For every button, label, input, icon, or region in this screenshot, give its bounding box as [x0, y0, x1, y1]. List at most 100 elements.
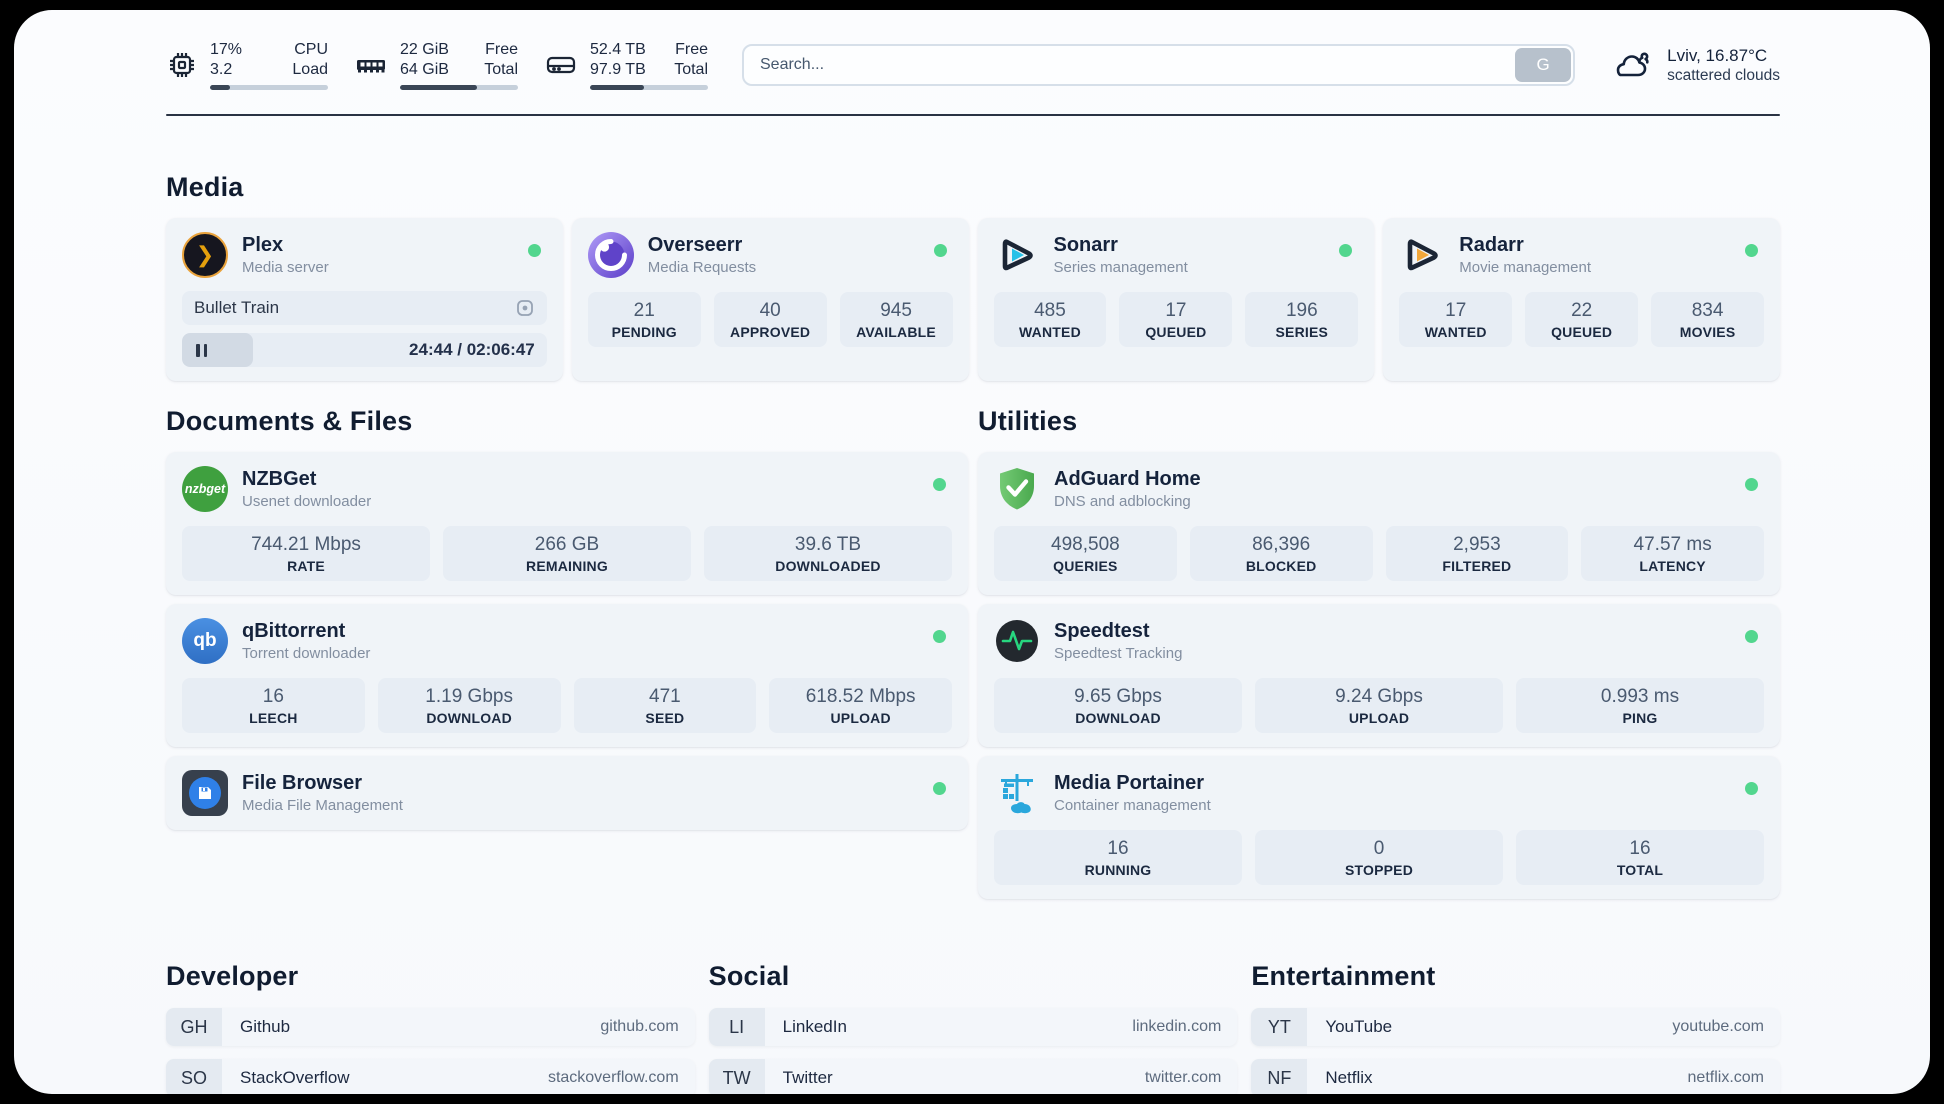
- card-filebrowser[interactable]: File Browser Media File Management: [166, 756, 968, 830]
- search-bar: G: [742, 44, 1576, 86]
- system-stats: 17% CPU 3.2 Load: [166, 40, 708, 90]
- card-portainer[interactable]: Media Portainer Container management 16 R…: [978, 756, 1780, 899]
- bookmark-linkedin[interactable]: LI LinkedIn linkedin.com: [708, 1008, 1238, 1046]
- stat-box: 9.24 Gbps UPLOAD: [1255, 678, 1503, 733]
- filebrowser-icon: [182, 770, 228, 816]
- overseerr-icon: [587, 232, 634, 278]
- stat-box: 21 PENDING: [587, 292, 701, 347]
- card-subtitle: Torrent downloader: [242, 645, 371, 662]
- bookmark-youtube[interactable]: YT YouTube youtube.com: [1251, 1008, 1780, 1046]
- bookmark-abbr: SO: [166, 1059, 222, 1094]
- cpu-stat: 17% CPU 3.2 Load: [166, 40, 328, 90]
- section-title-social: Social: [708, 961, 790, 991]
- stat-box: 16 RUNNING: [994, 830, 1242, 885]
- sonarr-icon: [994, 232, 1040, 278]
- bookmark-twitter[interactable]: TW Twitter twitter.com: [708, 1059, 1238, 1094]
- card-subtitle: DNS and adblocking: [1054, 493, 1191, 510]
- disk-progress-bar: [590, 85, 708, 90]
- disk-icon: [544, 49, 578, 81]
- card-plex[interactable]: ❯ Plex Media server Bullet Train 24:44: [166, 218, 563, 381]
- stat-box: 17 WANTED: [1399, 292, 1513, 347]
- bookmark-domain: stackoverflow.com: [547, 1069, 679, 1086]
- card-subtitle: Movie management: [1459, 259, 1591, 276]
- nzbget-icon: nzbget: [182, 466, 228, 512]
- card-subtitle: Series management: [1053, 259, 1188, 276]
- section-title-entertainment: Entertainment: [1251, 961, 1436, 991]
- card-qbittorrent[interactable]: qb qBittorrent Torrent downloader 16 LEEC…: [166, 604, 968, 747]
- stat-box: 471 SEED: [573, 678, 757, 733]
- bookmark-abbr: TW: [708, 1059, 765, 1094]
- bookmark-abbr: LI: [708, 1008, 765, 1046]
- card-title: File Browser: [242, 772, 363, 794]
- stat-box: 17 QUEUED: [1119, 292, 1233, 347]
- stat-box: 16 LEECH: [182, 678, 365, 733]
- radarr-icon: [1399, 232, 1445, 278]
- bookmark-name: LinkedIn: [782, 1017, 847, 1036]
- section-title-developer: Developer: [166, 961, 299, 991]
- cpu-icon: [166, 49, 198, 81]
- adguard-icon: [994, 466, 1040, 512]
- status-dot: [933, 782, 946, 795]
- memory-stat: 22 GiB Free 64 GiB Total: [354, 40, 518, 90]
- status-dot: [1339, 244, 1353, 257]
- now-playing-row: Bullet Train: [182, 291, 547, 325]
- stat-box: 744.21 Mbps RATE: [182, 526, 430, 581]
- card-title: Sonarr: [1053, 234, 1118, 256]
- portainer-icon: [994, 770, 1040, 816]
- bookmark-name: StackOverflow: [240, 1068, 350, 1087]
- cpu-load: 3.2: [210, 61, 233, 78]
- bookmark-domain: netflix.com: [1687, 1069, 1764, 1086]
- card-subtitle: Container management: [1054, 797, 1211, 814]
- topbar-divider: [166, 114, 1780, 116]
- card-nzbget[interactable]: nzbget NZBGet Usenet downloader 744.21 M…: [166, 452, 968, 595]
- stat-box: 0.993 ms PING: [1516, 678, 1764, 733]
- card-title: Media Portainer: [1054, 772, 1205, 794]
- card-speedtest[interactable]: Speedtest Speedtest Tracking 9.65 Gbps DO…: [978, 604, 1780, 747]
- bookmark-domain: twitter.com: [1144, 1069, 1222, 1086]
- player-progress: [182, 333, 254, 367]
- status-dot: [1745, 630, 1758, 643]
- section-title-documents: Documents & Files: [166, 406, 413, 436]
- bookmark-stackoverflow[interactable]: SO StackOverflow stackoverflow.com: [166, 1059, 695, 1094]
- stat-box: 1.19 Gbps DOWNLOAD: [377, 678, 561, 733]
- card-sonarr[interactable]: Sonarr Series management 485 WANTED 17 QUE…: [977, 218, 1375, 381]
- card-title: Plex: [242, 234, 284, 256]
- media-grid: ❯ Plex Media server Bullet Train 24:44: [166, 218, 1780, 381]
- card-overseerr[interactable]: Overseerr Media Requests 21 PENDING 40 APP…: [571, 218, 969, 381]
- bookmark-name: YouTube: [1325, 1017, 1393, 1036]
- status-dot: [1745, 244, 1758, 257]
- now-playing-title: Bullet Train: [194, 298, 280, 317]
- stat-box: 266 GB REMAINING: [443, 526, 691, 581]
- bookmark-github[interactable]: GH Github github.com: [166, 1008, 695, 1046]
- card-subtitle: Media Requests: [647, 259, 757, 276]
- weather-condition: scattered clouds: [1667, 67, 1780, 84]
- section-title-media: Media: [166, 172, 244, 202]
- plex-icon: ❯: [182, 232, 228, 278]
- card-title: qBittorrent: [242, 620, 346, 642]
- bookmark-domain: youtube.com: [1672, 1018, 1764, 1035]
- card-radarr[interactable]: Radarr Movie management 17 WANTED 22 QUEUE…: [1383, 218, 1780, 381]
- qbittorrent-icon: qb: [182, 618, 228, 664]
- bookmark-domain: linkedin.com: [1132, 1018, 1222, 1035]
- stat-box: 945 AVAILABLE: [839, 292, 953, 347]
- bookmark-netflix[interactable]: NF Netflix netflix.com: [1251, 1059, 1780, 1094]
- disk-stat: 52.4 TB Free 97.9 TB Total: [544, 40, 708, 90]
- memory-progress-bar: [400, 85, 518, 90]
- weather-widget: Lviv, 16.87°C scattered clouds: [1611, 45, 1780, 85]
- search-go-button[interactable]: G: [1515, 48, 1572, 82]
- bookmark-abbr: NF: [1251, 1059, 1308, 1094]
- card-adguard[interactable]: AdGuard Home DNS and adblocking 498,508 Q…: [978, 452, 1780, 595]
- stat-box: 16 TOTAL: [1516, 830, 1764, 885]
- search-input[interactable]: [742, 44, 1576, 86]
- stat-box: 498,508 QUERIES: [994, 526, 1177, 581]
- card-title: NZBGet: [242, 468, 317, 490]
- card-subtitle: Usenet downloader: [242, 493, 372, 510]
- stat-box: 40 APPROVED: [713, 292, 827, 347]
- stat-box: 0 STOPPED: [1255, 830, 1503, 885]
- section-title-utilities: Utilities: [978, 406, 1078, 436]
- status-dot: [1745, 478, 1758, 491]
- memory-icon: [354, 49, 388, 81]
- pause-icon[interactable]: [196, 343, 207, 357]
- status-dot: [527, 244, 541, 257]
- stat-box: 2,953 FILTERED: [1385, 526, 1569, 581]
